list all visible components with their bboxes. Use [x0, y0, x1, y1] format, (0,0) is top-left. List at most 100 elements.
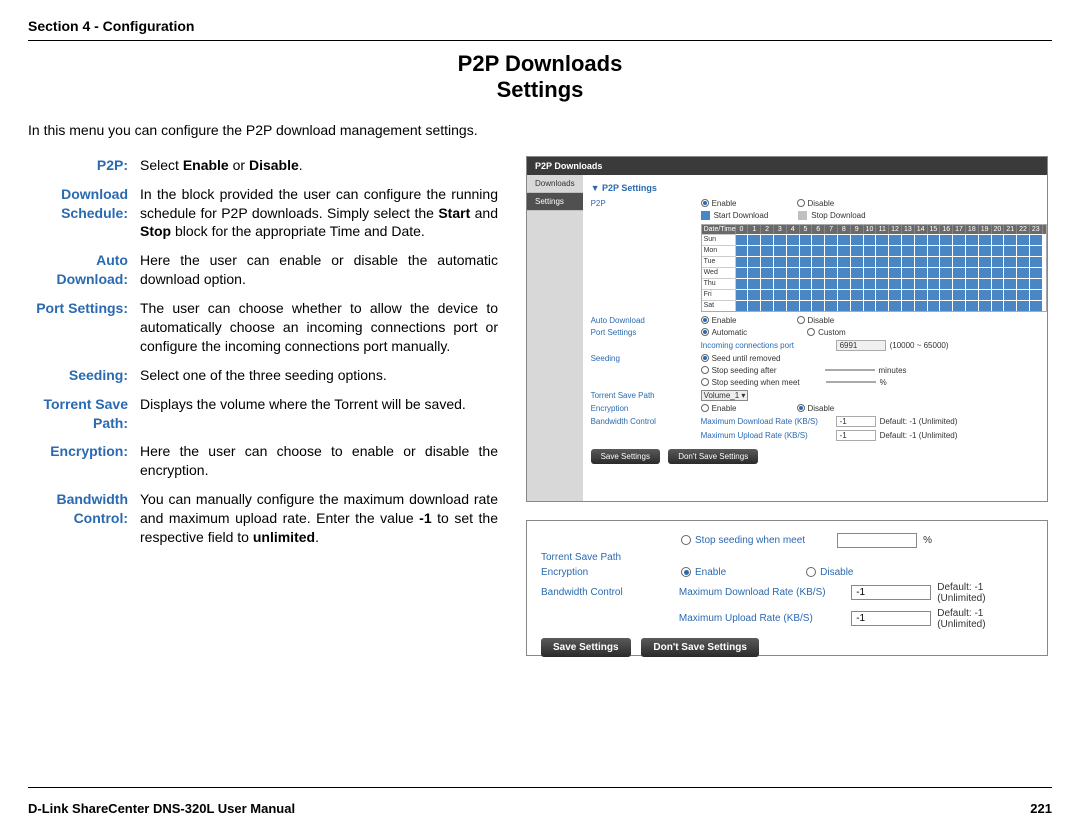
encryption-label: Encryption [591, 404, 701, 413]
z-seed-label: Stop seeding when meet [695, 535, 805, 546]
definition-desc: Here the user can enable or disable the … [140, 251, 498, 289]
schedule-grid[interactable]: Date/Time0123456789101112131415161718192… [701, 224, 1047, 312]
definition-term: Port Settings: [28, 299, 128, 356]
auto-radio-enable[interactable] [701, 316, 709, 324]
definitions-column: P2P: Select Enable or Disable. Download Sc… [28, 156, 498, 656]
p2p-enable-text: Enable [712, 199, 737, 208]
z-bandwidth-label: Bandwidth Control [541, 587, 679, 598]
seed-percent-input[interactable] [826, 381, 876, 383]
auto-radio-disable[interactable] [797, 316, 805, 324]
definition-desc: In the block provided the user can confi… [140, 185, 498, 242]
main-layout: P2P: Select Enable or Disable. Download Sc… [28, 156, 1052, 656]
sidebar-item-downloads[interactable]: Downloads [527, 175, 583, 193]
p2p-label: P2P [591, 199, 701, 208]
title-line2: Settings [497, 77, 584, 102]
port-settings-label: Port Settings [591, 328, 701, 337]
seeding-label: Seeding [591, 354, 701, 363]
screenshots-column: P2P Downloads Downloads Settings ▼ P2P S… [526, 156, 1048, 656]
bw-up-input[interactable]: -1 [836, 430, 876, 441]
header-section: Section 4 - Configuration [28, 18, 1052, 34]
definition-desc: Displays the volume where the Torrent wi… [140, 395, 498, 433]
page-footer: D-Link ShareCenter DNS-320L User Manual … [28, 801, 1052, 816]
definition-term: Download Schedule: [28, 185, 128, 242]
z-seed-radio[interactable] [681, 535, 691, 545]
z-bw-up-input[interactable] [851, 611, 931, 626]
panel-heading: ▼ P2P Settings [591, 183, 1047, 193]
stop-checkbox[interactable] [798, 211, 807, 220]
port-auto-text: Automatic [712, 328, 748, 337]
seed-opt1-text: Seed until removed [712, 354, 781, 363]
start-checkbox[interactable] [701, 211, 710, 220]
auto-enable-text: Enable [712, 316, 737, 325]
bw-down-hint: Default: -1 (Unlimited) [880, 417, 958, 426]
definition-desc: Select Enable or Disable. [140, 156, 498, 175]
definition-term: Torrent Save Path: [28, 395, 128, 433]
torrent-save-path-label: Torrent Save Path [591, 391, 701, 400]
p2p-radio-enable[interactable] [701, 199, 709, 207]
seed-minutes-input[interactable] [825, 369, 875, 371]
port-hint: (10000 ~ 65000) [890, 341, 949, 350]
auto-disable-text: Disable [808, 316, 835, 325]
enc-disable-text: Disable [808, 404, 835, 413]
bw-down-input[interactable]: -1 [836, 416, 876, 427]
footer-manual-title: D-Link ShareCenter DNS-320L User Manual [28, 801, 295, 816]
seed-radio-2[interactable] [701, 366, 709, 374]
screenshot-p2p-zoom: Stop seeding when meet % Torrent Save Pa… [526, 520, 1048, 656]
auto-download-label: Auto Download [591, 316, 701, 325]
enc-radio-enable[interactable] [701, 404, 709, 412]
screenshot-sidebar: Downloads Settings [527, 175, 583, 501]
port-radio-custom[interactable] [807, 328, 815, 336]
seed-radio-1[interactable] [701, 354, 709, 362]
definition-desc: Here the user can choose to enable or di… [140, 442, 498, 480]
z-enc-radio-enable[interactable] [681, 567, 691, 577]
dont-save-settings-button[interactable]: Don't Save Settings [668, 449, 758, 464]
definition-term: Auto Download: [28, 251, 128, 289]
save-settings-button[interactable]: Save Settings [591, 449, 660, 464]
z-bw-up-sublabel: Maximum Upload Rate (KB/S) [679, 613, 851, 624]
definition-term: Encryption: [28, 442, 128, 480]
port-radio-auto[interactable] [701, 328, 709, 336]
divider-bottom [28, 787, 1052, 788]
bw-up-sublabel: Maximum Upload Rate (KB/S) [701, 431, 836, 440]
sidebar-item-settings[interactable]: Settings [527, 193, 583, 211]
page-title: P2P Downloads Settings [28, 51, 1052, 104]
footer-page-number: 221 [1030, 801, 1052, 816]
port-input[interactable]: 6991 [836, 340, 886, 351]
intro-text: In this menu you can configure the P2P d… [28, 122, 1052, 138]
z-enc-disable-text: Disable [820, 567, 853, 578]
screenshot-titlebar: P2P Downloads [527, 157, 1047, 175]
divider-top [28, 40, 1052, 41]
enc-enable-text: Enable [712, 404, 737, 413]
seed-opt3-text: Stop seeding when meet [712, 378, 800, 387]
z-bw-up-hint: Default: -1 (Unlimited) [937, 608, 1033, 630]
title-line1: P2P Downloads [458, 51, 623, 76]
definition-desc: The user can choose whether to allow the… [140, 299, 498, 356]
z-seed-unit: % [923, 535, 932, 546]
definition-term: Bandwidth Control: [28, 490, 128, 547]
z-bw-down-sublabel: Maximum Download Rate (KB/S) [679, 587, 851, 598]
enc-radio-disable[interactable] [797, 404, 805, 412]
definition-term: Seeding: [28, 366, 128, 385]
bw-up-hint: Default: -1 (Unlimited) [880, 431, 958, 440]
z-save-settings-button[interactable]: Save Settings [541, 638, 631, 657]
seed-radio-3[interactable] [701, 378, 709, 386]
definition-desc: You can manually configure the maximum d… [140, 490, 498, 547]
port-sublabel: Incoming connections port [701, 341, 836, 350]
p2p-radio-disable[interactable] [797, 199, 805, 207]
z-enc-radio-disable[interactable] [806, 567, 816, 577]
screenshot-p2p-settings: P2P Downloads Downloads Settings ▼ P2P S… [526, 156, 1048, 502]
z-bw-down-input[interactable] [851, 585, 931, 600]
z-dont-save-settings-button[interactable]: Don't Save Settings [641, 638, 759, 657]
bw-down-sublabel: Maximum Download Rate (KB/S) [701, 417, 836, 426]
port-custom-text: Custom [818, 328, 846, 337]
seed-minutes-unit: minutes [879, 366, 907, 375]
p2p-disable-text: Disable [808, 199, 835, 208]
stop-label: Stop Download [811, 211, 865, 220]
seed-percent-unit: % [880, 378, 887, 387]
z-enc-enable-text: Enable [695, 567, 726, 578]
seed-opt2-text: Stop seeding after [712, 366, 777, 375]
start-label: Start Download [714, 211, 769, 220]
torrent-save-path-select[interactable]: Volume_1 ▾ [701, 390, 749, 401]
z-seed-input[interactable] [837, 533, 917, 548]
definition-term: P2P: [28, 156, 128, 175]
